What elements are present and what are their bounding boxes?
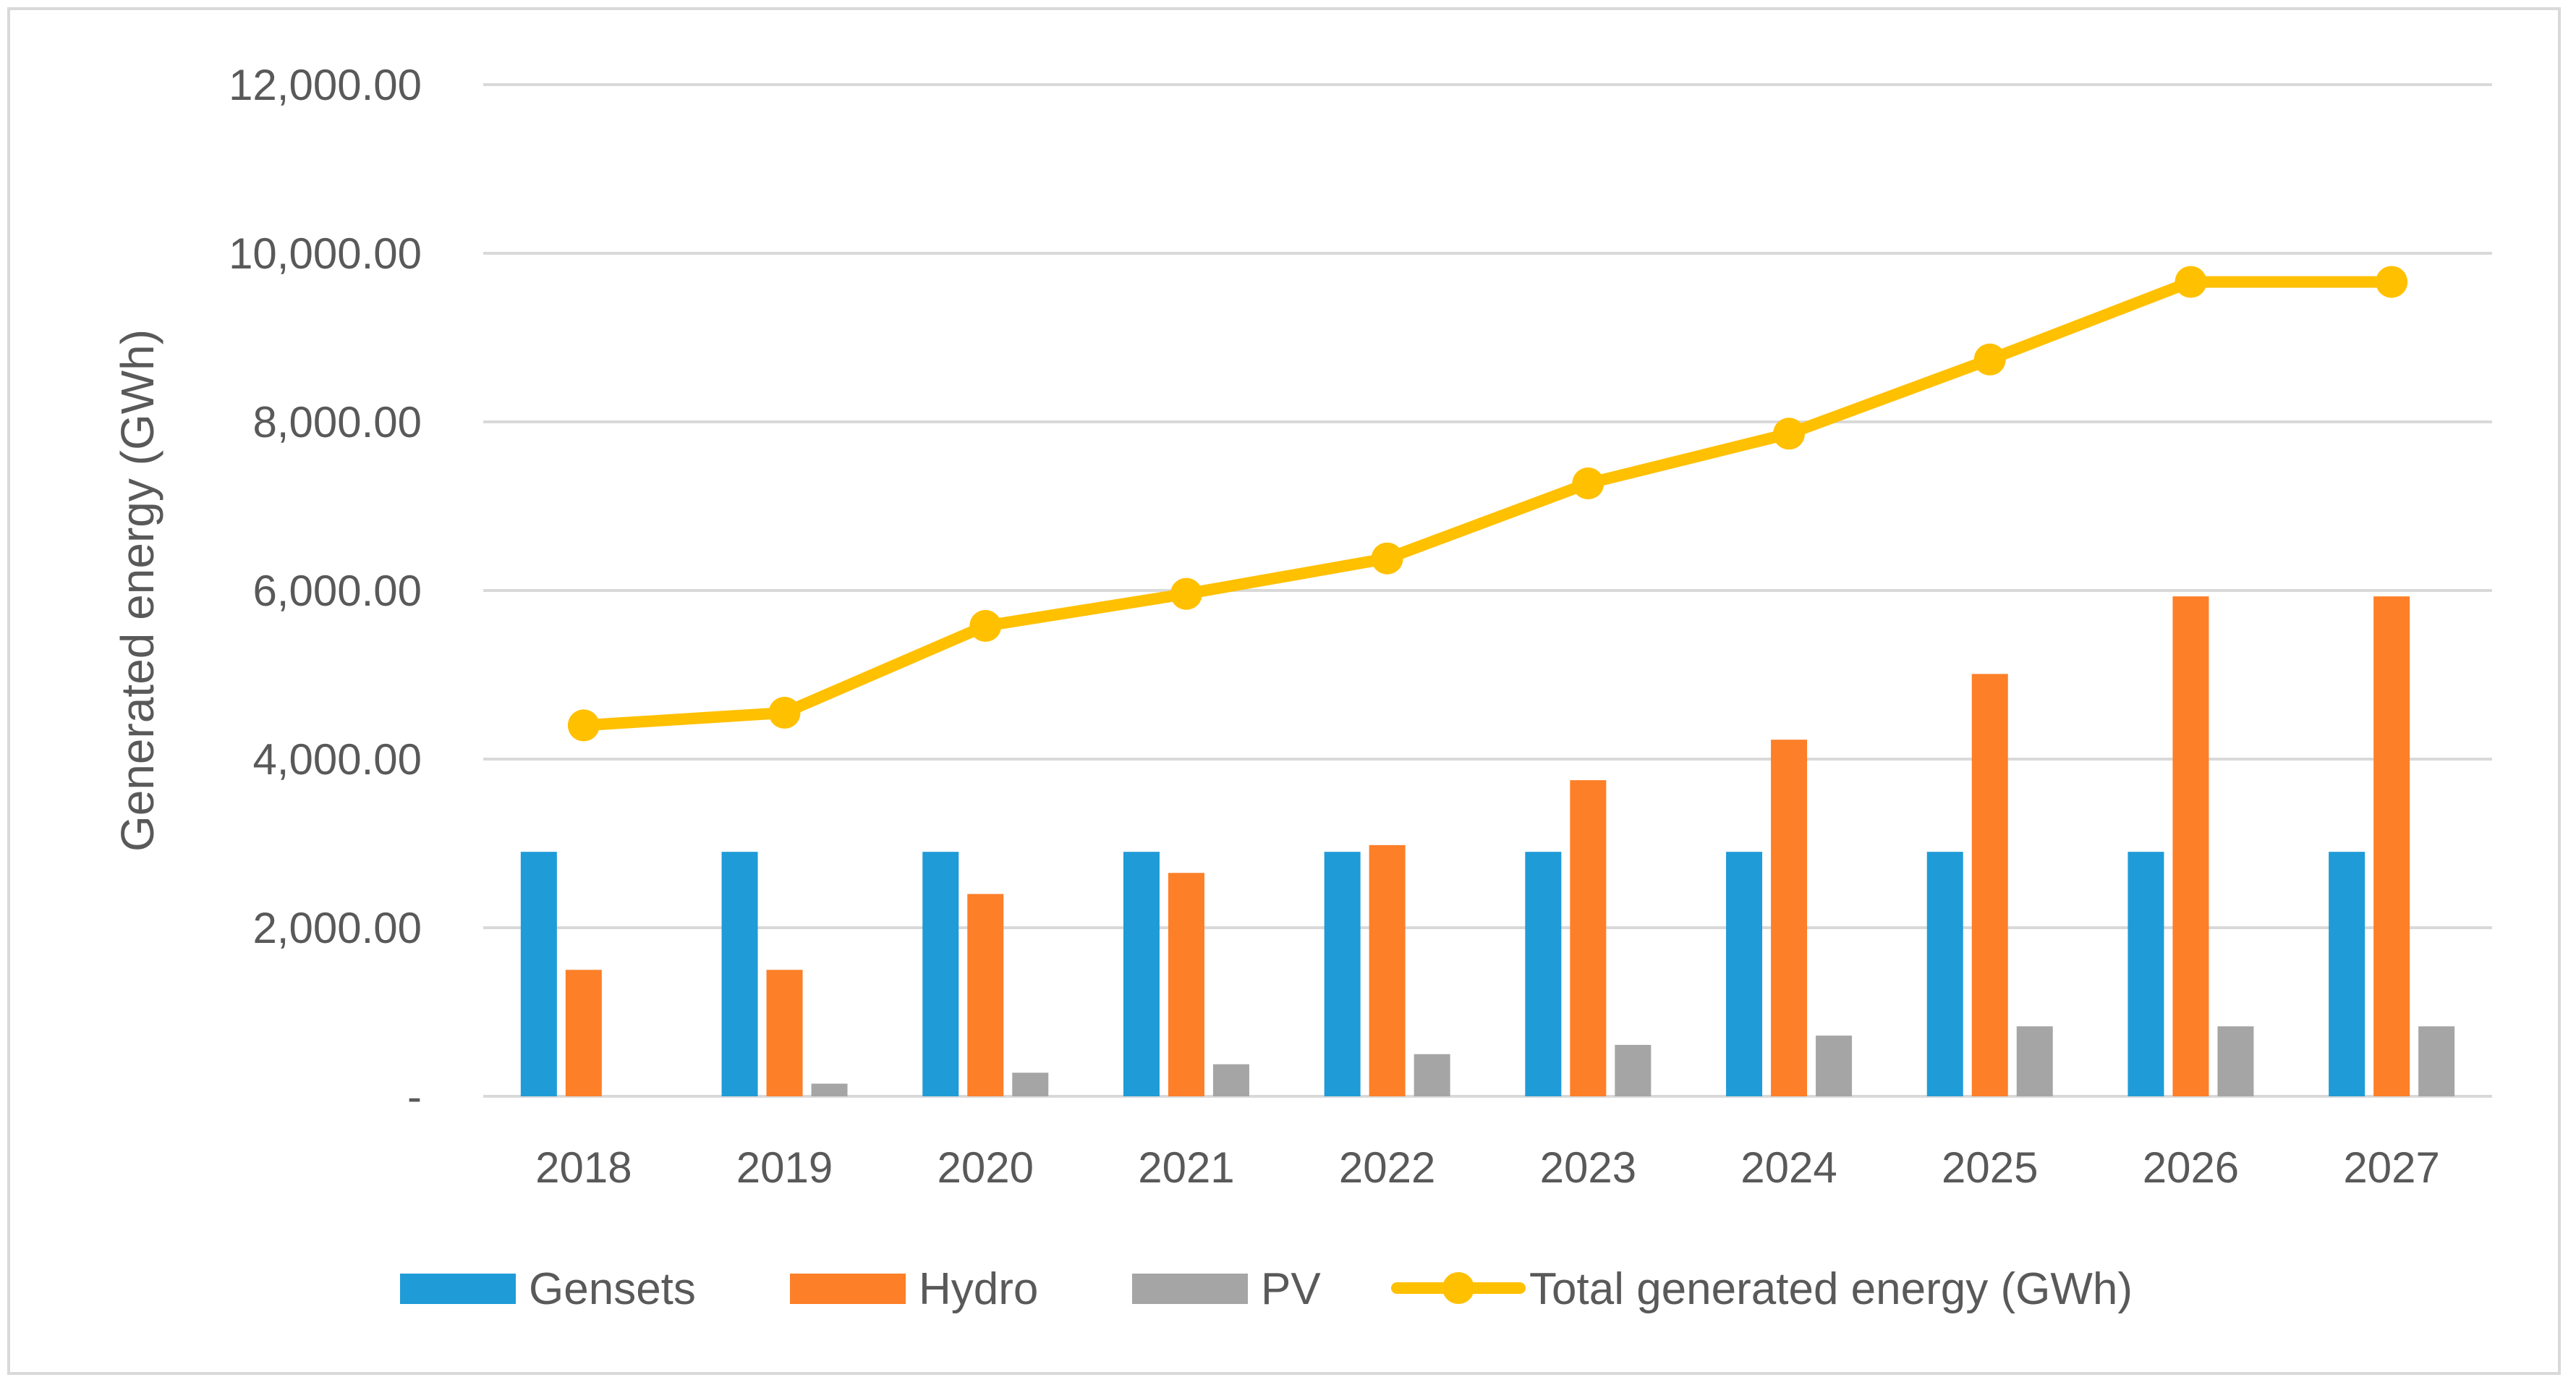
bar-hydro-2022	[1369, 844, 1406, 1096]
bar-hydro-2026	[2172, 596, 2209, 1096]
bar-gensets-2018	[520, 852, 557, 1096]
bar-pv-2024	[1816, 1036, 1853, 1096]
bar-hydro-2021	[1168, 873, 1204, 1096]
bar-pv-2025	[2016, 1026, 2053, 1096]
total-point-2027	[2376, 266, 2408, 298]
x-tick-label: 2020	[938, 1143, 1034, 1192]
bar-gensets-2022	[1324, 852, 1361, 1096]
y-axis-title: Generated energy (GWh)	[111, 329, 163, 852]
y-tick-label: 6,000.00	[252, 567, 422, 615]
total-point-2025	[1973, 343, 2006, 376]
total-point-2019	[768, 696, 801, 729]
legend-label-total-generated-energy-gwh: Total generated energy (GWh)	[1529, 1264, 2133, 1314]
legend-marker-total-generated-energy-gwh	[1442, 1272, 1474, 1304]
legend-swatch-hydro	[790, 1274, 906, 1304]
bar-hydro-2019	[766, 970, 803, 1096]
y-tick-label: 8,000.00	[252, 398, 422, 446]
bar-gensets-2024	[1726, 852, 1763, 1096]
bar-gensets-2020	[922, 852, 959, 1096]
y-tick-label: 2,000.00	[252, 904, 422, 952]
x-tick-label: 2022	[1339, 1143, 1435, 1192]
legend-swatch-gensets	[400, 1274, 516, 1304]
bar-gensets-2021	[1123, 852, 1160, 1096]
bar-gensets-2023	[1525, 852, 1562, 1096]
total-point-2026	[2175, 266, 2207, 298]
x-axis-tick-labels: 2018 2019 2020 2021 2022 2023 2024 2025 2026 2027	[535, 1143, 2440, 1192]
total-generated-energy-line	[577, 276, 2398, 732]
bar-pv-2026	[2217, 1026, 2254, 1096]
y-tick-label: 10,000.00	[229, 229, 422, 278]
x-tick-label: 2018	[535, 1143, 632, 1192]
total-point-2020	[969, 609, 1002, 642]
x-tick-label: 2019	[736, 1143, 833, 1192]
bar-gensets-2027	[2329, 852, 2365, 1096]
legend-swatch-pv	[1132, 1274, 1248, 1304]
bars	[520, 596, 2455, 1096]
y-tick-label: 4,000.00	[252, 735, 422, 784]
bar-hydro-2020	[967, 894, 1004, 1096]
x-tick-label: 2027	[2343, 1143, 2439, 1192]
legend-label-pv: PV	[1261, 1264, 1321, 1314]
total-point-2021	[1170, 577, 1202, 610]
legend-label-hydro: Hydro	[919, 1264, 1038, 1314]
bar-gensets-2019	[721, 852, 758, 1096]
bar-pv-2023	[1615, 1044, 1652, 1096]
bar-gensets-2025	[1926, 852, 1963, 1096]
bar-pv-2027	[2418, 1026, 2455, 1096]
total-line	[567, 266, 2408, 742]
bar-hydro-2024	[1771, 740, 1808, 1096]
legend: Gensets Hydro PV Total generated energy (GW…	[400, 1264, 2133, 1314]
total-point-2023	[1572, 467, 1604, 500]
x-tick-label: 2021	[1138, 1143, 1234, 1192]
total-point-2018	[567, 709, 600, 742]
x-tick-label: 2023	[1540, 1143, 1636, 1192]
bar-pv-2022	[1414, 1054, 1450, 1096]
bar-hydro-2027	[2373, 596, 2410, 1096]
chart-frame	[7, 7, 2561, 1375]
x-tick-label: 2024	[1740, 1143, 1837, 1192]
bar-pv-2021	[1212, 1064, 1249, 1096]
x-tick-label: 2025	[1942, 1143, 2038, 1192]
bar-hydro-2018	[565, 970, 602, 1096]
bar-pv-2019	[811, 1083, 848, 1096]
bar-hydro-2025	[1971, 674, 2008, 1096]
total-point-2022	[1371, 542, 1403, 575]
bar-pv-2020	[1012, 1072, 1049, 1096]
x-tick-label: 2026	[2143, 1143, 2239, 1192]
bar-hydro-2023	[1570, 780, 1607, 1096]
bar-gensets-2026	[2127, 852, 2164, 1096]
y-tick-label: -	[407, 1072, 422, 1121]
y-tick-label: 12,000.00	[229, 61, 422, 109]
y-axis-tick-labels: - 2,000.00 4,000.00 6,000.00 8,000.00 10,000.…	[229, 61, 422, 1121]
total-point-2024	[1773, 418, 1806, 450]
legend-label-gensets: Gensets	[529, 1264, 696, 1314]
